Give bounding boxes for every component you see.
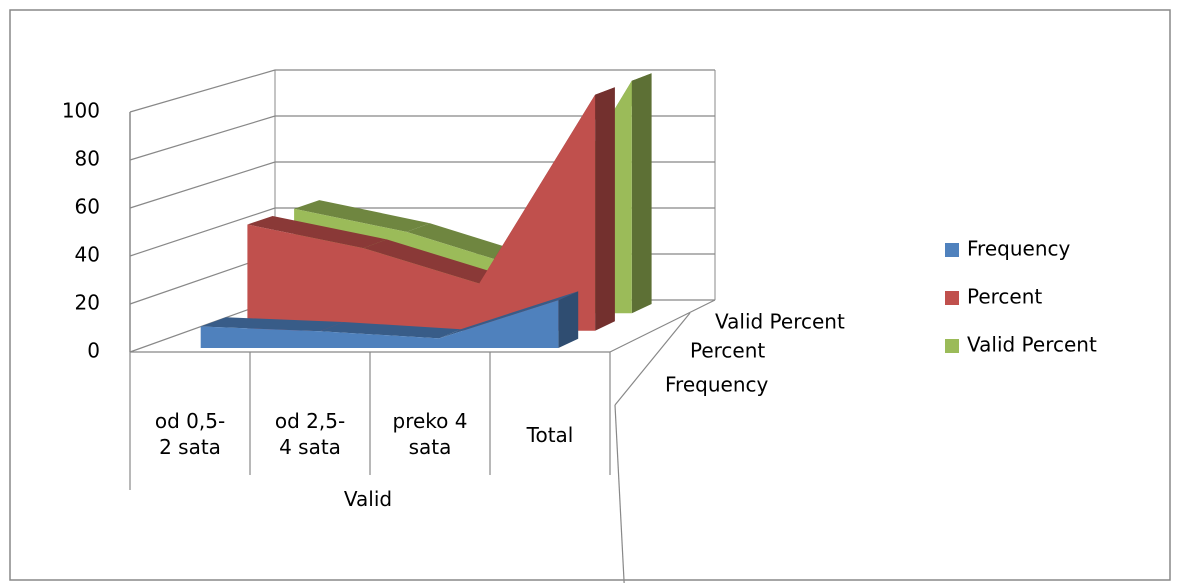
floor-edge — [609, 299, 716, 353]
legend-swatch — [945, 339, 959, 353]
area-top — [320, 322, 461, 339]
depth-axis — [614, 312, 691, 406]
x-tick-label: preko 4 sata — [392, 409, 468, 459]
depth-axis-tick — [614, 404, 625, 583]
area-top — [363, 239, 501, 284]
x-tick-label: od 0,5-2 sata — [154, 409, 226, 459]
depth-tick-label: Valid Percent — [715, 310, 845, 334]
area-top — [439, 291, 579, 339]
area-front — [247, 94, 596, 331]
area-front — [200, 300, 559, 348]
y-tick-label: 0 — [87, 339, 100, 363]
x-tick-label: Total — [526, 423, 574, 447]
area-side — [558, 291, 579, 348]
area-top — [247, 216, 387, 249]
y-tick-label: 40 — [75, 243, 100, 267]
area-top — [200, 317, 344, 332]
x-tick-label: od 2,5-4 sata — [274, 409, 346, 459]
area-side — [595, 87, 615, 331]
y-tick-label: 100 — [62, 99, 100, 123]
area-side — [631, 73, 652, 314]
legend-label: Frequency — [967, 237, 1070, 261]
y-tick-label: 80 — [75, 147, 100, 171]
legend-label: Percent — [967, 285, 1042, 309]
legend-label: Valid Percent — [967, 333, 1097, 357]
depth-tick-label: Percent — [690, 339, 765, 363]
y-tick-label: 60 — [75, 195, 100, 219]
legend-swatch — [945, 243, 959, 257]
area-top — [294, 200, 430, 232]
depth-tick-label: Frequency — [665, 373, 768, 397]
group-label: Valid — [343, 487, 393, 511]
chart-frame — [9, 9, 1171, 581]
y-tick-label: 20 — [75, 291, 100, 315]
legend-swatch — [945, 291, 959, 305]
